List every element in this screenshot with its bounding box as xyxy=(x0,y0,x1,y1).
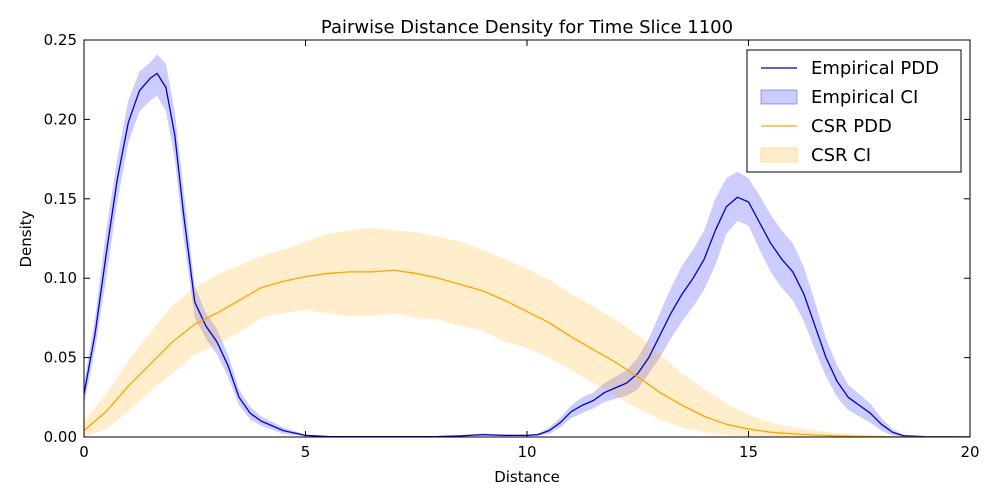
y-tick-label: 0.25 xyxy=(44,31,77,49)
x-tick-label: 0 xyxy=(79,443,89,461)
legend-label-empirical-ci: Empirical CI xyxy=(811,87,918,108)
y-tick-label: 0.10 xyxy=(44,269,77,287)
y-tick-label: 0.15 xyxy=(44,190,77,208)
y-tick-label: 0.00 xyxy=(44,428,77,446)
x-tick-label: 5 xyxy=(301,443,311,461)
legend-label-csr-pdd: CSR PDD xyxy=(811,116,892,137)
y-axis-label: Density xyxy=(17,210,35,267)
csr-pdd-ci-band xyxy=(84,227,970,437)
x-tick-label: 10 xyxy=(517,443,536,461)
chart-title: Pairwise Distance Density for Time Slice… xyxy=(321,17,733,38)
empirical-pdd-line xyxy=(84,72,970,437)
x-tick-label: 15 xyxy=(739,443,758,461)
empirical-pdd-ci-band xyxy=(84,54,970,437)
csr-pdd-line xyxy=(84,269,970,437)
legend-swatch-csr-ci xyxy=(760,147,798,163)
legend-label-empirical-pdd: Empirical PDD xyxy=(811,58,939,79)
series-group xyxy=(84,54,970,437)
y-tick-label: 0.05 xyxy=(44,349,77,367)
x-tick-label: 20 xyxy=(960,443,979,461)
legend-box xyxy=(746,49,962,173)
legend: Empirical PDD Empirical CI CSR PDD CSR CI xyxy=(746,49,962,173)
plot-area: 0 5 10 15 20 0.00 0.05 0.10 0.15 0.20 0.25 xyxy=(44,31,980,461)
x-axis-label: Distance xyxy=(494,468,560,486)
legend-label-csr-ci: CSR CI xyxy=(811,145,871,166)
y-tick-label: 0.20 xyxy=(44,110,77,128)
legend-swatch-empirical-ci xyxy=(760,89,798,105)
